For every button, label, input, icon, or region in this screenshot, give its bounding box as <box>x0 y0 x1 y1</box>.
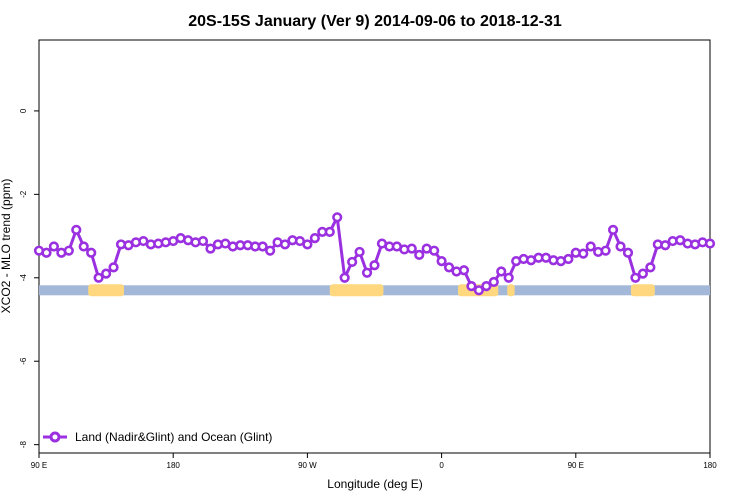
x-tick-label: 90 E <box>31 461 47 470</box>
data-point <box>71 224 82 235</box>
x-axis: 90 E 180 90 W 0 90 E 180 <box>31 453 717 470</box>
data-point <box>600 245 611 256</box>
x-tick-label: 90 E <box>568 461 584 470</box>
x-axis-label: Longitude (deg E) <box>327 477 422 491</box>
data-point <box>481 281 492 292</box>
data-point <box>704 238 716 249</box>
series-layer <box>33 212 716 296</box>
data-point <box>660 240 671 251</box>
data-point <box>637 268 649 279</box>
data-point <box>339 272 350 283</box>
y-tick-label: -2 <box>19 190 28 198</box>
data-point <box>48 241 60 252</box>
data-point <box>302 239 313 250</box>
data-point <box>488 276 499 288</box>
data-point <box>197 235 209 247</box>
data-point <box>622 247 634 258</box>
data-point <box>414 249 425 260</box>
data-point <box>630 272 641 283</box>
data-point <box>443 262 455 273</box>
data-point <box>458 265 470 276</box>
y-tick-label: 0 <box>19 108 28 113</box>
legend-marker-swatch <box>49 431 61 443</box>
data-point <box>63 245 74 256</box>
data-point <box>466 281 477 292</box>
data-point <box>347 256 358 268</box>
land-coverage-segment <box>507 284 515 297</box>
data-point <box>473 285 484 296</box>
data-point <box>578 248 589 259</box>
data-point <box>429 245 440 256</box>
data-point <box>257 241 268 252</box>
y-tick-label: -4 <box>19 274 28 282</box>
data-point <box>503 272 514 283</box>
data-point <box>607 224 619 235</box>
data-point <box>86 247 97 258</box>
land-coverage-segment <box>88 284 124 297</box>
data-point <box>205 243 216 254</box>
land-coverage-segment <box>329 284 384 297</box>
x-tick-label: 180 <box>703 461 717 470</box>
data-point <box>645 262 656 273</box>
data-point <box>108 262 119 273</box>
x-tick-label: 0 <box>439 461 444 470</box>
y-axis: 0 -2 -4 -6 -8 <box>19 108 39 448</box>
data-point <box>361 267 373 278</box>
data-point <box>78 241 89 252</box>
data-point <box>436 256 447 267</box>
legend: Land (Nadir&Glint) and Ocean (Glint) <box>43 430 272 444</box>
data-point <box>265 245 276 256</box>
land-coverage-segment <box>630 284 655 297</box>
data-point <box>93 272 104 283</box>
data-point <box>332 212 343 223</box>
x-tick-label: 180 <box>167 461 181 470</box>
data-point <box>585 241 596 252</box>
x-tick-label: 90 W <box>298 461 317 470</box>
y-axis-label: XCO2 - MLO trend (ppm) <box>0 179 13 314</box>
data-point <box>406 243 417 254</box>
y-tick-label: -6 <box>19 357 28 365</box>
plot-frame <box>38 39 711 454</box>
data-point <box>41 247 52 258</box>
data-point <box>309 233 320 244</box>
data-point <box>279 239 291 250</box>
data-point <box>615 241 626 252</box>
data-point <box>354 246 365 258</box>
y-tick-label: -8 <box>19 441 28 449</box>
data-point <box>563 253 574 265</box>
coverage-band <box>39 284 710 297</box>
data-point <box>324 226 335 237</box>
data-point <box>100 268 112 279</box>
chart-title: 20S-15S January (Ver 9) 2014-09-06 to 20… <box>188 13 562 30</box>
data-point <box>496 266 507 277</box>
data-point <box>369 260 380 271</box>
legend-entry-label: Land (Nadir&Glint) and Ocean (Glint) <box>75 430 272 444</box>
